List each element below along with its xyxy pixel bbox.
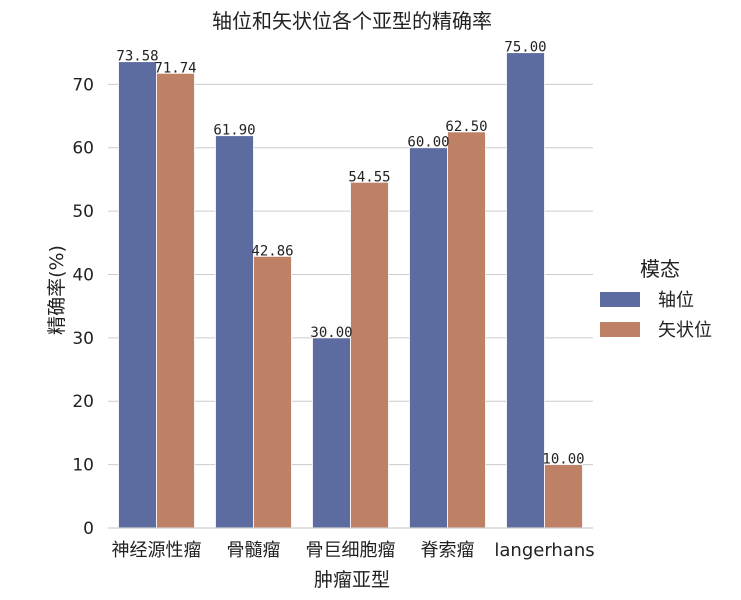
- data-label: 75.00: [504, 40, 546, 56]
- bar: [312, 337, 351, 529]
- bar: [447, 131, 486, 529]
- x-tick-label: 骨髓瘤: [227, 540, 281, 561]
- bar: [544, 464, 583, 529]
- legend-swatch: [600, 322, 640, 337]
- bar: [253, 255, 292, 529]
- data-label: 71.74: [154, 60, 196, 76]
- x-tick-label: langerhans: [494, 540, 594, 561]
- data-label: 61.90: [213, 123, 255, 139]
- x-tick-label: 骨巨细胞瘤: [306, 540, 396, 561]
- data-label: 42.86: [251, 243, 293, 259]
- y-tick-label: 50: [72, 202, 94, 222]
- legend-title: 模态: [640, 257, 680, 281]
- data-label: 60.00: [407, 135, 449, 151]
- y-tick-label: 30: [72, 329, 94, 349]
- legend-swatch: [600, 292, 640, 307]
- y-tick-label: 40: [72, 265, 94, 285]
- y-tick-label: 70: [72, 75, 94, 95]
- bar: [350, 181, 389, 529]
- data-label: 10.00: [542, 452, 584, 468]
- x-tick-label: 脊索瘤: [421, 540, 475, 561]
- bar: [156, 72, 195, 529]
- y-tick-label: 10: [72, 456, 94, 476]
- bars: [118, 52, 583, 529]
- bar: [409, 147, 448, 529]
- y-tick-label: 0: [83, 519, 94, 539]
- y-axis-label: 精确率(%): [46, 245, 68, 335]
- legend-label: 轴位: [658, 290, 694, 311]
- bar: [215, 135, 254, 529]
- y-tick-label: 20: [72, 392, 94, 412]
- bar: [506, 52, 545, 529]
- data-label: 54.55: [348, 169, 390, 185]
- chart-title: 轴位和矢状位各个亚型的精确率: [212, 9, 492, 33]
- data-label: 73.58: [116, 49, 158, 65]
- x-axis-label: 肿瘤亚型: [314, 569, 390, 591]
- y-tick-label: 60: [72, 139, 94, 159]
- bar: [118, 61, 157, 529]
- x-tick-label: 神经源性瘤: [112, 540, 202, 561]
- data-label: 62.50: [445, 119, 487, 135]
- axes: 0 10 20 30 40 50 60 70 神经源性瘤 骨髓瘤 骨巨细胞瘤 脊索瘤 langerhan…: [72, 75, 594, 561]
- legend-label: 矢状位: [658, 320, 712, 341]
- data-label: 30.00: [310, 325, 352, 341]
